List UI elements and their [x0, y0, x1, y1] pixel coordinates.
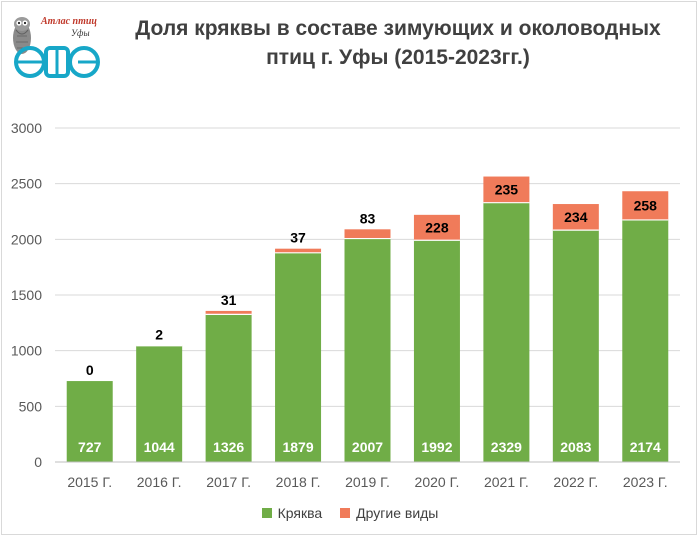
- legend-label-mallard: Кряква: [277, 505, 323, 521]
- y-tick-label: 2000: [11, 231, 42, 247]
- logo-text-line1: Атлас птиц: [40, 16, 97, 27]
- chart-legend: Кряква Другие виды: [0, 505, 700, 521]
- x-tick-label: 2016 Г.: [137, 474, 182, 490]
- data-label-mallard: 1992: [421, 439, 452, 455]
- bar-mallard: [66, 381, 113, 462]
- x-tick-label: 2017 Г.: [206, 474, 251, 490]
- bar-other: [413, 214, 460, 241]
- data-label-other: 2: [155, 327, 163, 343]
- x-tick-label: 2019 Г.: [345, 474, 390, 490]
- legend-item-other: Другие виды: [340, 505, 438, 521]
- atlas-logo: Атлас птиц Уфы: [13, 16, 100, 78]
- legend-swatch-mallard: [261, 508, 272, 518]
- data-label-mallard: 2083: [560, 439, 591, 455]
- data-label-mallard: 1044: [144, 439, 175, 455]
- x-tick-label: 2023 Г.: [623, 474, 668, 490]
- bar-mallard: [483, 202, 530, 463]
- bar-mallard: [413, 240, 460, 462]
- x-tick-label: 2015 Г.: [67, 474, 112, 490]
- y-tick-label: 500: [19, 398, 43, 414]
- bar-mallard: [622, 219, 669, 462]
- data-label-other: 228: [425, 220, 449, 236]
- y-tick-label: 1500: [11, 287, 42, 303]
- x-tick-label: 2022 Г.: [553, 474, 598, 490]
- legend-swatch-other: [340, 508, 351, 518]
- data-label-other: 31: [221, 292, 237, 308]
- bar-mallard: [552, 230, 599, 462]
- owl-icon: [13, 17, 31, 54]
- legend-item-mallard: Кряква: [261, 505, 323, 521]
- data-label-other: 234: [564, 209, 588, 225]
- y-tick-label: 2500: [11, 176, 42, 192]
- bar-other: [483, 176, 530, 203]
- data-label-other: 83: [360, 210, 376, 226]
- bar-mallard: [344, 238, 391, 462]
- data-label-other: 235: [495, 182, 519, 198]
- data-label-other: 0: [86, 362, 94, 378]
- y-tick-label: 0: [34, 454, 42, 470]
- bar-other: [205, 310, 252, 315]
- data-label-mallard: 2007: [352, 439, 383, 455]
- bar-other: [552, 204, 599, 231]
- chart-title-line1: Доля кряквы в составе зимующих и околово…: [135, 17, 661, 40]
- data-label-mallard: 2174: [630, 439, 661, 455]
- x-tick-label: 2020 Г.: [415, 474, 460, 490]
- x-tick-label: 2018 Г.: [276, 474, 321, 490]
- chart-title-line2: птиц г. Уфы (2015-2023гг.): [266, 46, 530, 69]
- y-tick-label: 3000: [11, 120, 42, 136]
- bar-mallard: [136, 345, 183, 462]
- data-label-mallard: 727: [78, 439, 102, 455]
- y-tick-label: 1000: [11, 343, 42, 359]
- bar-mallard: [275, 252, 322, 462]
- data-label-other: 37: [290, 230, 306, 246]
- bar-other: [622, 191, 669, 220]
- data-label-mallard: 2329: [491, 439, 522, 455]
- logo-text-line2: Уфы: [71, 28, 90, 38]
- bar-other: [344, 229, 391, 239]
- data-label-other: 258: [634, 198, 658, 214]
- x-tick-label: 2021 Г.: [484, 474, 529, 490]
- emblem-icon: [14, 46, 100, 78]
- data-label-mallard: 1879: [282, 439, 313, 455]
- data-label-mallard: 1326: [213, 439, 244, 455]
- legend-label-other: Другие виды: [356, 505, 439, 521]
- chart-title: Доля кряквы в составе зимующих и околово…: [110, 14, 686, 72]
- bar-other: [275, 248, 322, 253]
- bar-mallard: [205, 314, 252, 462]
